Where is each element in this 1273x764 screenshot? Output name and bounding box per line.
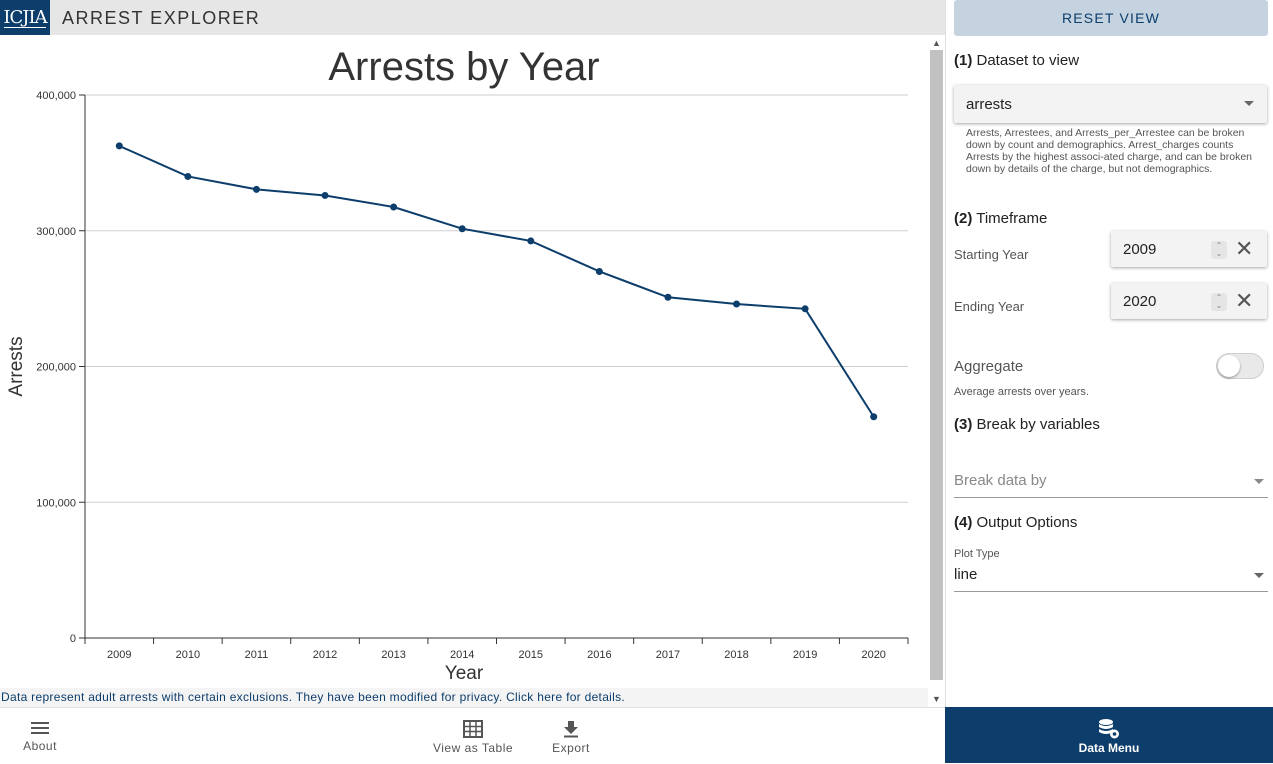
x-tick-label: 2016 — [587, 649, 611, 661]
section-number: (3) — [954, 416, 973, 433]
x-tick-label: 2009 — [107, 649, 131, 661]
table-icon — [463, 720, 483, 738]
aggregate-label: Aggregate — [954, 358, 1024, 375]
export-button[interactable]: Export — [545, 708, 597, 764]
plot-type-label: Plot Type — [954, 548, 1000, 560]
y-tick-label: 400,000 — [36, 90, 76, 102]
section-number: (1) — [954, 52, 973, 69]
line-chart: Arrests by Year 0 100,000 200,000 300,000 400… — [6, 45, 909, 684]
section-title: Dataset to view — [972, 52, 1080, 69]
data-menu-label: Data Menu — [1078, 741, 1140, 755]
about-button[interactable]: About — [10, 708, 70, 764]
x-tick-label: 2014 — [450, 649, 474, 661]
data-point[interactable] — [733, 300, 741, 308]
section-title: Timeframe — [972, 210, 1048, 227]
y-tick-label: 300,000 — [36, 226, 76, 238]
logo-text: ICJIA — [3, 7, 47, 28]
break-data-by-placeholder: Break data by — [954, 472, 1047, 489]
stepper-icon[interactable]: ⌃ ⌄ — [1211, 293, 1227, 311]
section-title: Break by variables — [972, 416, 1100, 433]
bottom-navigation: About View as Table Export — [0, 707, 945, 763]
series-line — [118, 144, 875, 418]
data-point[interactable] — [390, 203, 398, 211]
section-break-heading: (3) Break by variables — [954, 416, 1100, 433]
y-tick-label: 200,000 — [36, 362, 76, 374]
y-tick-label: 0 — [70, 633, 76, 645]
menu-icon — [31, 722, 49, 734]
starting-year-input[interactable]: 2009 ⌃ ⌄ ✕ — [1111, 231, 1267, 267]
starting-year-label: Starting Year — [954, 247, 1029, 262]
data-point[interactable] — [184, 172, 192, 180]
export-label: Export — [552, 741, 590, 755]
chart-title: Arrests by Year — [328, 45, 599, 89]
chart-area: Arrests by Year 0 100,000 200,000 300,000 400… — [0, 35, 928, 688]
dataset-help-text: Arrests, Arrestees, and Arrests_per_Arre… — [966, 127, 1253, 175]
x-axis-label: Year — [445, 663, 484, 684]
plot-type-value: line — [954, 566, 978, 583]
clear-starting-year-icon[interactable]: ✕ — [1235, 236, 1254, 261]
data-point[interactable] — [321, 191, 329, 199]
data-point[interactable] — [801, 305, 809, 313]
scroll-down-arrow[interactable]: ▼ — [932, 694, 941, 704]
data-menu-button[interactable]: Data Menu — [945, 707, 1273, 763]
clear-ending-year-icon[interactable]: ✕ — [1235, 288, 1254, 313]
x-tick-label: 2020 — [861, 649, 885, 661]
view-as-table-button[interactable]: View as Table — [425, 708, 521, 764]
data-menu-panel: RESET VIEW (1) Dataset to view arrests A… — [945, 0, 1273, 707]
aggregate-toggle[interactable] — [1216, 353, 1264, 379]
view-as-table-label: View as Table — [432, 741, 514, 755]
section-dataset-heading: (1) Dataset to view — [954, 52, 1079, 69]
scroll-up-arrow[interactable]: ▲ — [932, 38, 941, 48]
ending-year-label: Ending Year — [954, 299, 1025, 314]
scrollbar-thumb[interactable] — [930, 50, 943, 680]
x-tick-label: 2017 — [656, 649, 680, 661]
download-icon — [564, 721, 578, 738]
section-output-heading: (4) Output Options — [954, 514, 1077, 531]
x-tick-label: 2013 — [381, 649, 405, 661]
data-point[interactable] — [870, 413, 878, 421]
data-point[interactable] — [527, 237, 535, 245]
starting-year-value: 2009 — [1123, 241, 1157, 258]
reset-view-button[interactable]: RESET VIEW — [954, 0, 1268, 36]
section-title: Output Options — [972, 514, 1078, 531]
y-tick-label: 100,000 — [36, 497, 76, 509]
data-point[interactable] — [252, 185, 260, 193]
break-data-by-select[interactable]: Break data by — [954, 470, 1268, 498]
ending-year-input[interactable]: 2020 ⌃ ⌄ ✕ — [1111, 283, 1267, 319]
data-disclaimer-link[interactable]: Data represent adult arrests with certai… — [0, 688, 928, 707]
about-label: About — [23, 739, 57, 753]
ending-year-value: 2020 — [1123, 293, 1157, 310]
section-number: (2) — [954, 210, 973, 227]
icjia-logo[interactable]: ICJIA — [0, 0, 50, 35]
x-tick-label: 2019 — [793, 649, 817, 661]
dataset-select[interactable]: arrests — [954, 85, 1267, 123]
aggregate-help-text: Average arrests over years. — [954, 386, 1089, 398]
dataset-select-value: arrests — [966, 96, 1012, 113]
x-tick-label: 2011 — [245, 649, 269, 661]
stepper-icon[interactable]: ⌃ ⌄ — [1211, 241, 1227, 259]
toggle-knob — [1218, 355, 1240, 377]
data-point[interactable] — [115, 142, 123, 150]
y-axis-label: Arrests — [6, 336, 27, 396]
x-tick-label: 2015 — [519, 649, 543, 661]
x-tick-label: 2012 — [313, 649, 337, 661]
section-number: (4) — [954, 514, 973, 531]
section-timeframe-heading: (2) Timeframe — [954, 210, 1047, 227]
x-tick-label: 2018 — [724, 649, 748, 661]
data-point[interactable] — [595, 267, 603, 275]
app-header: ICJIA ARREST EXPLORER — [0, 0, 945, 35]
app-title: ARREST EXPLORER — [62, 8, 261, 28]
x-tick-label: 2010 — [176, 649, 200, 661]
logo-rule — [4, 27, 46, 28]
data-point[interactable] — [664, 293, 672, 301]
data-point[interactable] — [458, 225, 466, 233]
plot-type-select[interactable]: line — [954, 564, 1268, 592]
database-settings-icon — [1099, 719, 1119, 739]
chevron-down-icon — [1254, 573, 1264, 578]
chevron-down-icon — [1254, 479, 1264, 484]
chevron-down-icon — [1244, 101, 1254, 106]
